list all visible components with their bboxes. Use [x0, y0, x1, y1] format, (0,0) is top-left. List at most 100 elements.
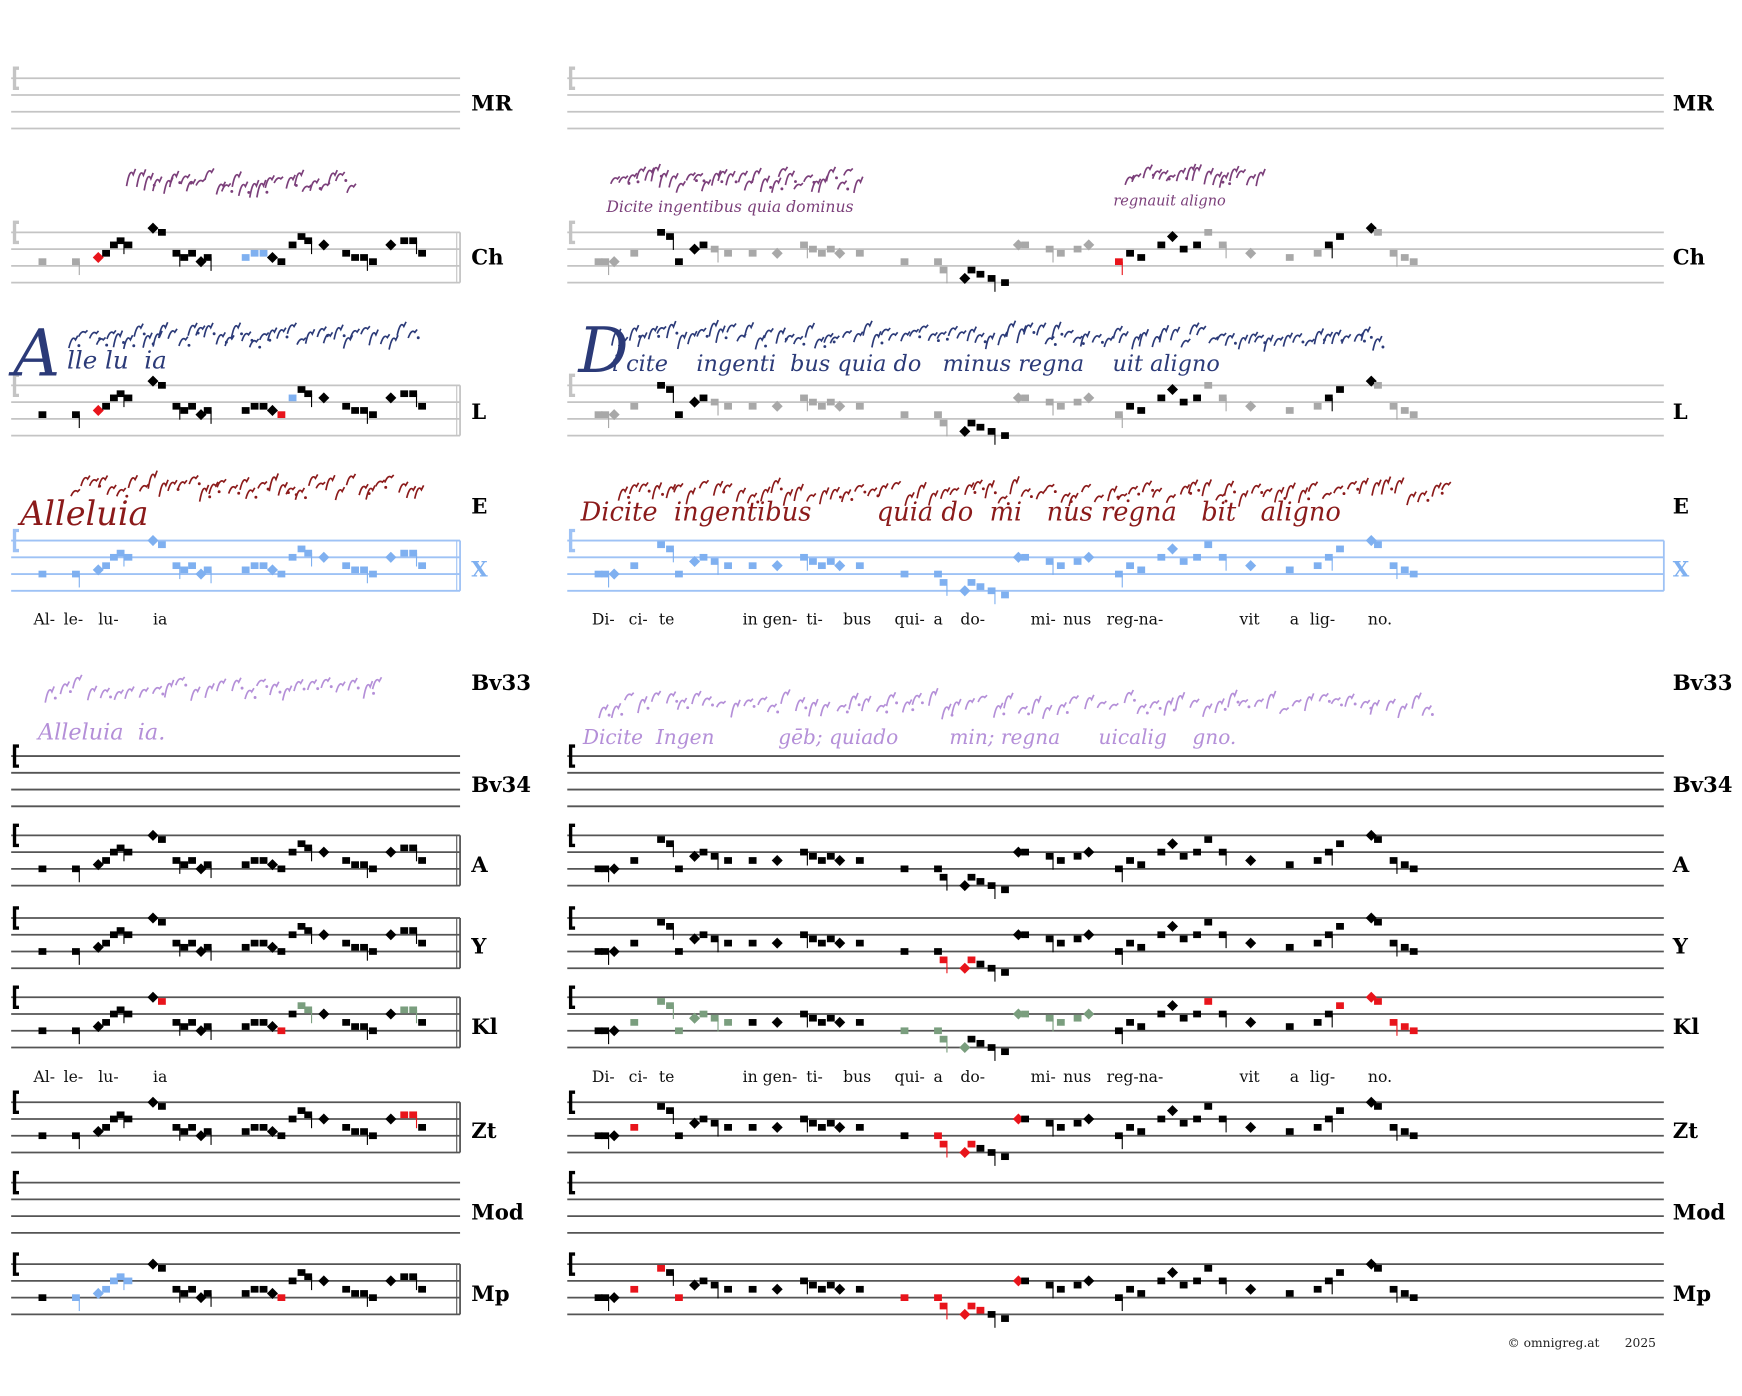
c-clef-icon — [568, 528, 576, 553]
neume-punctum — [987, 1149, 996, 1156]
neume-stroke — [237, 181, 249, 197]
neume-stroke — [951, 698, 962, 715]
neume-stroke — [717, 168, 728, 182]
neume-punctum — [259, 939, 268, 947]
neume-diamond — [318, 551, 330, 563]
neume-dot — [850, 498, 854, 501]
neume-punctum — [594, 948, 603, 955]
neume-punctum — [1336, 1002, 1344, 1009]
neume-stroke — [215, 331, 226, 345]
neume-punctum — [1204, 1103, 1213, 1110]
neume-stroke — [44, 686, 55, 703]
neume-punctum — [1021, 1115, 1030, 1123]
neume-dot — [857, 703, 861, 707]
neume-punctum — [277, 1027, 286, 1035]
neume-punctum — [304, 1006, 313, 1014]
neume-stroke — [407, 328, 418, 339]
neume-dot — [607, 713, 611, 717]
neume-punctum — [172, 939, 181, 947]
neume-dot — [779, 487, 783, 491]
lyric-syllable: gen- — [763, 1067, 798, 1086]
neume-punctum — [1137, 943, 1146, 951]
neume-stroke — [115, 487, 127, 497]
neume-diamond — [689, 243, 701, 255]
neume-diamond — [1365, 535, 1377, 547]
neume-punctum — [900, 948, 909, 955]
neume-diamond — [834, 854, 846, 867]
neume-punctum — [188, 1124, 196, 1131]
lyric-syllable: lig- — [1310, 1067, 1335, 1086]
neume-punctum — [400, 844, 409, 852]
neume-stroke — [1292, 332, 1303, 343]
neume-punctum — [1285, 254, 1294, 261]
neume-punctum — [1137, 566, 1146, 574]
neume-punctum — [987, 428, 996, 435]
neume-stroke — [1304, 338, 1315, 347]
neume-stroke — [693, 172, 704, 181]
neume-punctum — [1285, 1290, 1294, 1297]
neume-punctum — [666, 1002, 674, 1009]
neume-punctum — [297, 1002, 306, 1009]
row-label-mr: MR — [471, 92, 512, 117]
neume-stroke — [143, 172, 154, 191]
neume-stroke — [701, 695, 713, 706]
neume-punctum — [418, 249, 427, 257]
neume-stroke — [974, 332, 985, 343]
neume-diamond — [834, 1016, 846, 1028]
neume-stroke — [715, 700, 727, 708]
neume-diamond — [1083, 239, 1095, 251]
neume-diamond — [1083, 392, 1095, 404]
neume-punctum — [277, 1294, 286, 1301]
neume-stroke — [239, 476, 250, 490]
neume-punctum — [203, 861, 212, 869]
neume-stroke — [358, 483, 369, 496]
neume-punctum — [630, 249, 639, 257]
neume-punctum — [288, 553, 297, 561]
neume-stroke — [241, 331, 252, 342]
neume-stroke — [1180, 338, 1191, 348]
neume-stroke — [771, 177, 782, 193]
neume-stroke — [1421, 705, 1432, 716]
neume-punctum — [304, 549, 313, 557]
manuscript-neumes — [617, 476, 1452, 507]
neume-punctum — [241, 1290, 250, 1297]
neume-stroke — [829, 486, 841, 500]
neume-punctum — [400, 390, 409, 398]
row-label-l: L — [471, 400, 486, 425]
neume-punctum — [1324, 931, 1333, 939]
neume-punctum — [1126, 1124, 1134, 1131]
neume-diamond — [266, 1021, 278, 1033]
neume-dot — [1137, 492, 1141, 496]
neume-punctum — [657, 381, 665, 389]
neume-diamond — [147, 912, 159, 924]
neume-punctum — [259, 857, 268, 864]
neume-punctum — [1073, 1281, 1082, 1289]
neume-dot — [258, 345, 262, 349]
row-label-a: A — [470, 853, 488, 878]
neume-stroke — [215, 181, 227, 195]
c-clef-icon — [12, 220, 19, 245]
neume-punctum — [675, 411, 683, 418]
neume-dot — [184, 683, 188, 687]
neume-dot — [1002, 712, 1006, 716]
neume-punctum — [800, 241, 808, 249]
neume-stroke — [185, 178, 197, 192]
neume-dot — [197, 482, 201, 486]
neume-punctum — [800, 931, 808, 939]
neume-punctum — [304, 1273, 313, 1281]
neume-punctum — [630, 402, 639, 410]
neume-punctum — [1218, 1277, 1227, 1285]
neume-dot — [1027, 712, 1031, 716]
neume-stroke — [1016, 325, 1027, 344]
neume-punctum — [409, 390, 418, 398]
lyric-syllable: gen- — [763, 609, 798, 628]
neume-diamond — [385, 929, 397, 941]
neume-punctum — [277, 865, 286, 873]
neume-diamond — [195, 409, 207, 421]
neume-punctum — [180, 566, 189, 574]
neume-dot — [1426, 498, 1430, 502]
neume-punctum — [1193, 241, 1201, 249]
neume-punctum — [1313, 562, 1322, 570]
neume-punctum — [594, 865, 603, 873]
neume-stroke — [244, 687, 255, 700]
